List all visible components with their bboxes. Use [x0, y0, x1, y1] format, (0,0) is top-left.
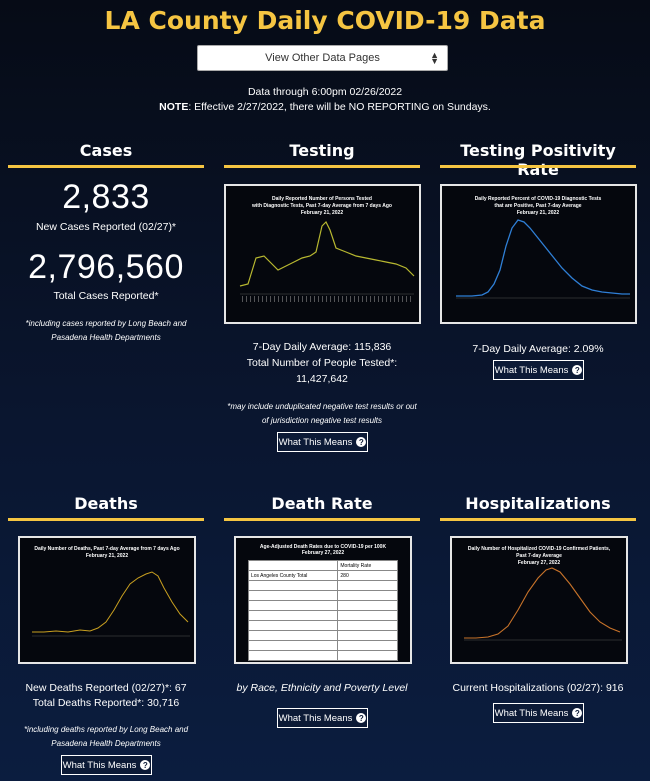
testing-title: Testing — [289, 141, 355, 160]
death-rate-chart-title-2: February 27, 2022 — [301, 550, 345, 556]
question-icon: ? — [356, 713, 367, 723]
button-label: What This Means — [62, 759, 137, 771]
testing-footnote: *may include unduplicated negative test … — [227, 402, 417, 425]
hospitalizations-rule — [440, 518, 636, 521]
deaths-footnote: *including deaths reported by Long Beach… — [23, 725, 189, 748]
testing-total-label: Total Number of People Tested*: — [246, 357, 398, 369]
hospitalizations-chart[interactable]: Daily Number of Hospitalized COVID-19 Co… — [450, 536, 628, 664]
testing-chart-title-2: with Diagnostic Tests, Past 7-day Averag… — [251, 203, 392, 209]
testing-total-value: 11,427,642 — [296, 373, 348, 385]
positivity-title: Testing Positivity Rate — [460, 141, 616, 179]
data-through-text: Data through 6:00pm 02/26/2022 — [247, 86, 403, 98]
positivity-chart-title-1: Daily Reported Percent of COVID-19 Diagn… — [475, 196, 602, 202]
question-icon: ? — [572, 365, 583, 375]
new-deaths-label: New Deaths Reported (02/27)*: 67 — [25, 682, 187, 694]
hospitalizations-what-this-means-button[interactable]: What This Means? — [493, 703, 584, 723]
testing-what-this-means-button[interactable]: What This Means? — [277, 432, 368, 452]
new-cases-label: New Cases Reported (02/27)* — [35, 221, 177, 233]
positivity-chart-title-3: February 21, 2022 — [517, 210, 559, 216]
question-icon: ? — [140, 760, 151, 770]
current-hospitalizations: Current Hospitalizations (02/27): 916 — [452, 682, 624, 694]
total-cases-label: Total Cases Reported* — [53, 290, 159, 302]
hospital-chart-title-3: February 27, 2022 — [518, 560, 560, 566]
note-text: NOTE: Effective 2/27/2022, there will be… — [0, 101, 650, 113]
death-rate-chart[interactable]: Age-Adjusted Death Rates due to COVID-19… — [234, 536, 412, 664]
hospitalizations-title: Hospitalizations — [465, 494, 611, 513]
select-label: View Other Data Pages — [265, 52, 380, 64]
button-label: What This Means — [278, 712, 353, 724]
testing-line — [239, 220, 415, 287]
positivity-what-this-means-button[interactable]: What This Means? — [493, 360, 584, 380]
deaths-what-this-means-button[interactable]: What This Means? — [61, 755, 152, 775]
testing-chart-title-1: Daily Reported Number of Persons Tested — [272, 196, 372, 202]
button-label: What This Means — [494, 707, 569, 719]
testing-chart[interactable]: Daily Reported Number of Persons Tested … — [224, 184, 421, 324]
cases-footnote: *including cases reported by Long Beach … — [25, 319, 187, 342]
table-total-label: Los Angeles County Total — [247, 570, 339, 581]
question-icon: ? — [356, 437, 367, 447]
new-cases-value: 2,833 — [62, 178, 150, 216]
positivity-chart-title-2: that are Positive, Past 7-day Average — [494, 203, 581, 209]
hospital-chart-title-1: Daily Number of Hospitalized COVID-19 Co… — [468, 546, 611, 552]
table-header: Mortality Rate — [337, 560, 398, 571]
positivity-rule — [440, 165, 636, 168]
death-rate-title: Death Rate — [271, 494, 373, 513]
data-pages-select[interactable]: View Other Data Pages ▲ ▼ — [197, 45, 448, 71]
deaths-chart-title-1: Daily Number of Deaths, Past 7-day Avera… — [34, 546, 179, 552]
note-label: NOTE — [159, 101, 189, 113]
question-icon: ? — [572, 708, 583, 718]
hospital-chart-title-2: Past 7-day Average — [516, 553, 562, 559]
cases-rule — [8, 165, 204, 168]
deaths-chart-title-2: February 21, 2022 — [86, 553, 128, 559]
death-rate-subtitle: by Race, Ethnicity and Poverty Level — [236, 682, 408, 694]
testing-chart-title-3: February 21, 2022 — [301, 210, 343, 216]
deaths-line — [32, 571, 189, 633]
button-label: What This Means — [494, 364, 569, 376]
testing-average: 7-Day Daily Average: 115,836 — [252, 341, 392, 353]
hospital-line — [464, 567, 621, 639]
death-rate-chart-title-1: Age-Adjusted Death Rates due to COVID-19… — [259, 544, 387, 550]
death-rate-what-this-means-button[interactable]: What This Means? — [277, 708, 368, 728]
testing-rule — [224, 165, 420, 168]
select-arrows-icon: ▲ ▼ — [430, 50, 439, 66]
positivity-line — [456, 219, 630, 297]
deaths-chart[interactable]: Daily Number of Deaths, Past 7-day Avera… — [18, 536, 196, 664]
cases-title: Cases — [79, 141, 133, 160]
note-body: : Effective 2/27/2022, there will be NO … — [188, 101, 491, 113]
total-cases-value: 2,796,560 — [28, 248, 184, 286]
positivity-average: 7-Day Daily Average: 2.09% — [472, 343, 604, 355]
death-rate-rule — [224, 518, 420, 521]
page-title: LA County Daily COVID-19 Data — [104, 6, 546, 35]
deaths-title: Deaths — [74, 494, 138, 513]
total-deaths-label: Total Deaths Reported*: 30,716 — [32, 697, 180, 709]
mortality-rate-table: Mortality Rate Los Angeles County Total 2… — [247, 560, 398, 661]
button-label: What This Means — [278, 436, 353, 448]
deaths-rule — [8, 518, 204, 521]
table-total-value: 280 — [337, 570, 398, 581]
positivity-chart[interactable]: Daily Reported Percent of COVID-19 Diagn… — [440, 184, 637, 324]
